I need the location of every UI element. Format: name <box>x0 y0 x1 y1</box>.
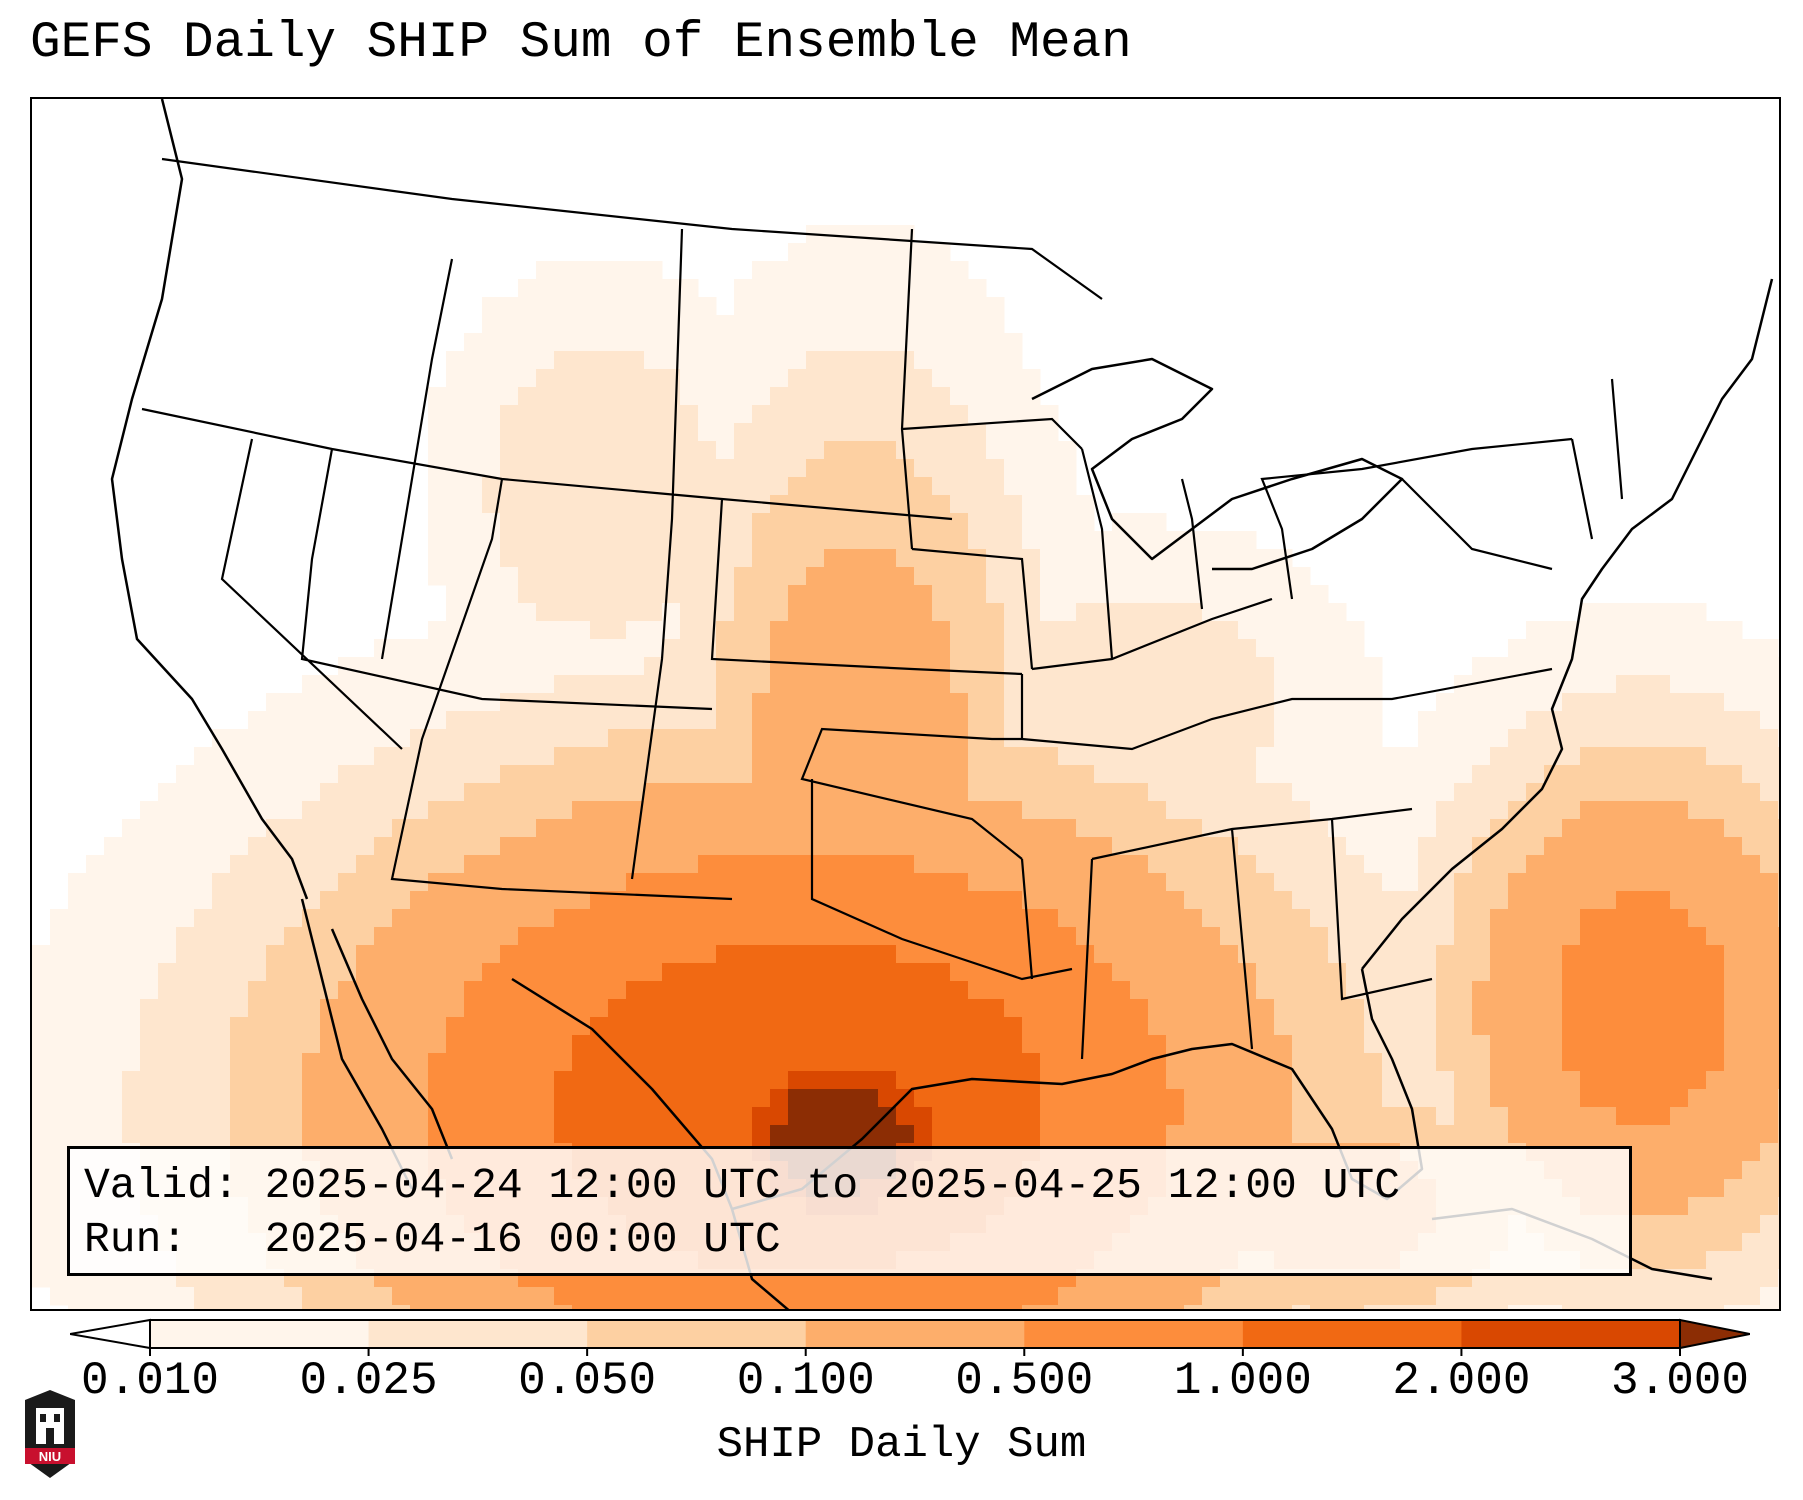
colorbar <box>70 1318 1750 1356</box>
state-borders <box>141 228 1624 1060</box>
map-panel <box>30 97 1781 1311</box>
colorbar-tick-label: 0.100 <box>736 1355 875 1407</box>
colorbar-segment <box>1461 1320 1681 1348</box>
colorbar-tick-label: 2.000 <box>1392 1355 1531 1407</box>
colorbar-tick-label: 0.500 <box>955 1355 1094 1407</box>
colorbar-segment <box>1024 1320 1244 1348</box>
canada-border <box>161 157 1103 300</box>
niu-castle-logo: NIU <box>25 1390 75 1478</box>
colorbar-label: SHIP Daily Sum <box>716 1420 1087 1470</box>
colorbar-extend-high <box>1679 1318 1750 1350</box>
west-coastline <box>110 99 309 900</box>
valid-time-box: Valid: 2025-04-24 12:00 UTC to 2025-04-2… <box>67 1146 1632 1276</box>
colorbar-segment <box>1242 1320 1462 1348</box>
colorbar-extend-low <box>70 1318 151 1350</box>
colorbar-tick-label: 1.000 <box>1173 1355 1312 1407</box>
colorbar-segment <box>805 1320 1025 1348</box>
colorbar-tick-label: 3.000 <box>1610 1355 1750 1407</box>
atlantic-coastline <box>1361 278 1774 970</box>
great-lakes <box>1031 357 1404 571</box>
colorbar-segment <box>150 1320 370 1348</box>
ship-field-map <box>32 99 1779 1309</box>
colorbar-tick-label: 0.010 <box>80 1355 220 1407</box>
logo-band <box>25 1448 75 1464</box>
colorbar-segment <box>587 1320 807 1348</box>
colorbar-tick-label: 0.050 <box>518 1355 657 1407</box>
colorbar-tick-label: 0.025 <box>299 1355 438 1407</box>
colorbar-segment <box>368 1320 588 1348</box>
logo-text: NIU <box>39 1449 61 1464</box>
run-time-text: Run: 2025-04-16 00:00 UTC <box>84 1215 781 1264</box>
valid-time-text: Valid: 2025-04-24 12:00 UTC to 2025-04-2… <box>84 1161 1401 1210</box>
map-title: GEFS Daily SHIP Sum of Ensemble Mean <box>30 15 1132 72</box>
